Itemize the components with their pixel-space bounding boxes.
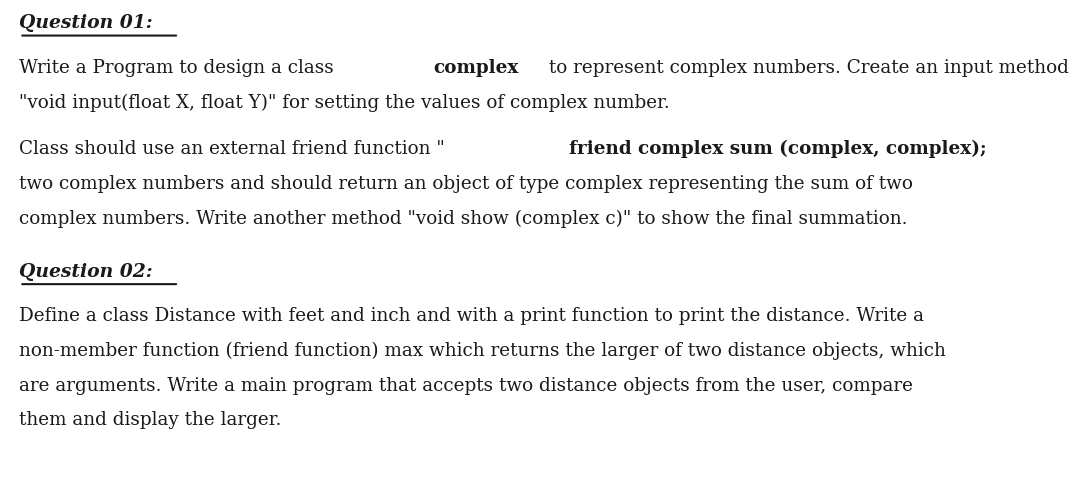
Text: Define a class Distance with feet and inch and with a print function to print th: Define a class Distance with feet and in… <box>19 307 925 324</box>
Text: "void input(float X, float Y)" for setting the values of complex number.: "void input(float X, float Y)" for setti… <box>19 93 671 111</box>
Text: Question 01:: Question 01: <box>19 14 153 32</box>
Text: friend complex sum (complex, complex);: friend complex sum (complex, complex); <box>569 140 986 158</box>
Text: complex: complex <box>433 59 519 76</box>
Text: Class should use an external friend function ": Class should use an external friend func… <box>19 140 445 158</box>
Text: them and display the larger.: them and display the larger. <box>19 410 281 428</box>
Text: complex numbers. Write another method "void show (complex c)" to show the final : complex numbers. Write another method "v… <box>19 209 908 227</box>
Text: non-member function (friend function) max which returns the larger of two distan: non-member function (friend function) ma… <box>19 341 946 360</box>
Text: are arguments. Write a main program that accepts two distance objects from the u: are arguments. Write a main program that… <box>19 376 913 394</box>
Text: two complex numbers and should return an object of type complex representing the: two complex numbers and should return an… <box>19 174 913 192</box>
Text: to represent complex numbers. Create an input method: to represent complex numbers. Create an … <box>543 59 1069 76</box>
Text: Question 02:: Question 02: <box>19 263 153 280</box>
Text: Write a Program to design a class: Write a Program to design a class <box>19 59 340 76</box>
